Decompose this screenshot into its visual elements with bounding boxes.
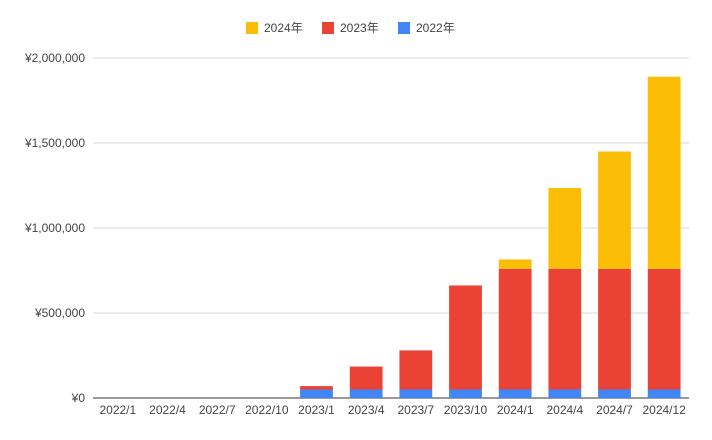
bar-segment — [598, 151, 631, 269]
bar-segment — [548, 389, 582, 398]
x-tick-label: 2022/1 — [99, 403, 136, 417]
y-tick-label: ¥0 — [71, 391, 86, 405]
x-tick-label: 2024/4 — [546, 403, 583, 417]
legend-swatch — [322, 22, 334, 34]
bar-segment — [647, 76, 681, 269]
x-tick-label: 2024/1 — [497, 403, 534, 417]
x-tick-label: 2022/7 — [199, 403, 236, 417]
legend: 2024年 2023年 2022年 — [246, 21, 455, 35]
x-tick-label: 2024/12 — [642, 403, 686, 417]
legend-label: 2024年 — [264, 21, 303, 35]
legend-swatch — [246, 22, 258, 34]
bar-segment — [598, 389, 631, 398]
x-tick-label: 2023/10 — [444, 403, 488, 417]
bar-segment — [498, 268, 532, 390]
bar-segment — [349, 389, 383, 398]
x-tick-label: 2023/7 — [397, 403, 434, 417]
legend-swatch — [398, 22, 410, 34]
bar-segment — [647, 389, 681, 398]
bar-segment — [498, 259, 532, 269]
bars — [300, 76, 681, 398]
bar-segment — [300, 386, 333, 390]
bar-segment — [399, 389, 433, 398]
x-axis: 2022/1 2022/4 2022/7 2022/10 2023/1 2023/4 202… — [99, 403, 686, 417]
bar-segment — [498, 389, 532, 398]
bar-segment — [349, 366, 383, 390]
y-tick-label: ¥500,000 — [34, 306, 85, 320]
legend-label: 2022年 — [416, 21, 455, 35]
x-tick-label: 2022/10 — [245, 403, 289, 417]
y-tick-label: ¥2,000,000 — [24, 51, 85, 65]
y-tick-label: ¥1,000,000 — [24, 221, 85, 235]
bar-segment — [647, 268, 681, 390]
y-axis: ¥0 ¥500,000 ¥1,000,000 ¥1,500,000 ¥2,000,000 — [24, 51, 85, 405]
x-tick-label: 2022/4 — [149, 403, 186, 417]
x-tick-label: 2023/1 — [298, 403, 335, 417]
bar-segment — [548, 268, 582, 390]
bar-segment — [300, 389, 333, 398]
bar-segment — [449, 285, 482, 390]
gridlines — [93, 57, 689, 399]
legend-item: 2023年 — [322, 21, 379, 35]
x-tick-label: 2023/4 — [348, 403, 385, 417]
bar-segment — [449, 389, 482, 398]
x-tick-label: 2024/7 — [596, 403, 633, 417]
bar-segment — [548, 188, 582, 269]
legend-label: 2023年 — [340, 21, 379, 35]
y-tick-label: ¥1,500,000 — [24, 136, 85, 150]
legend-item: 2024年 — [246, 21, 303, 35]
bar-segment — [399, 350, 433, 390]
bar-segment — [598, 268, 631, 390]
legend-item: 2022年 — [398, 21, 455, 35]
